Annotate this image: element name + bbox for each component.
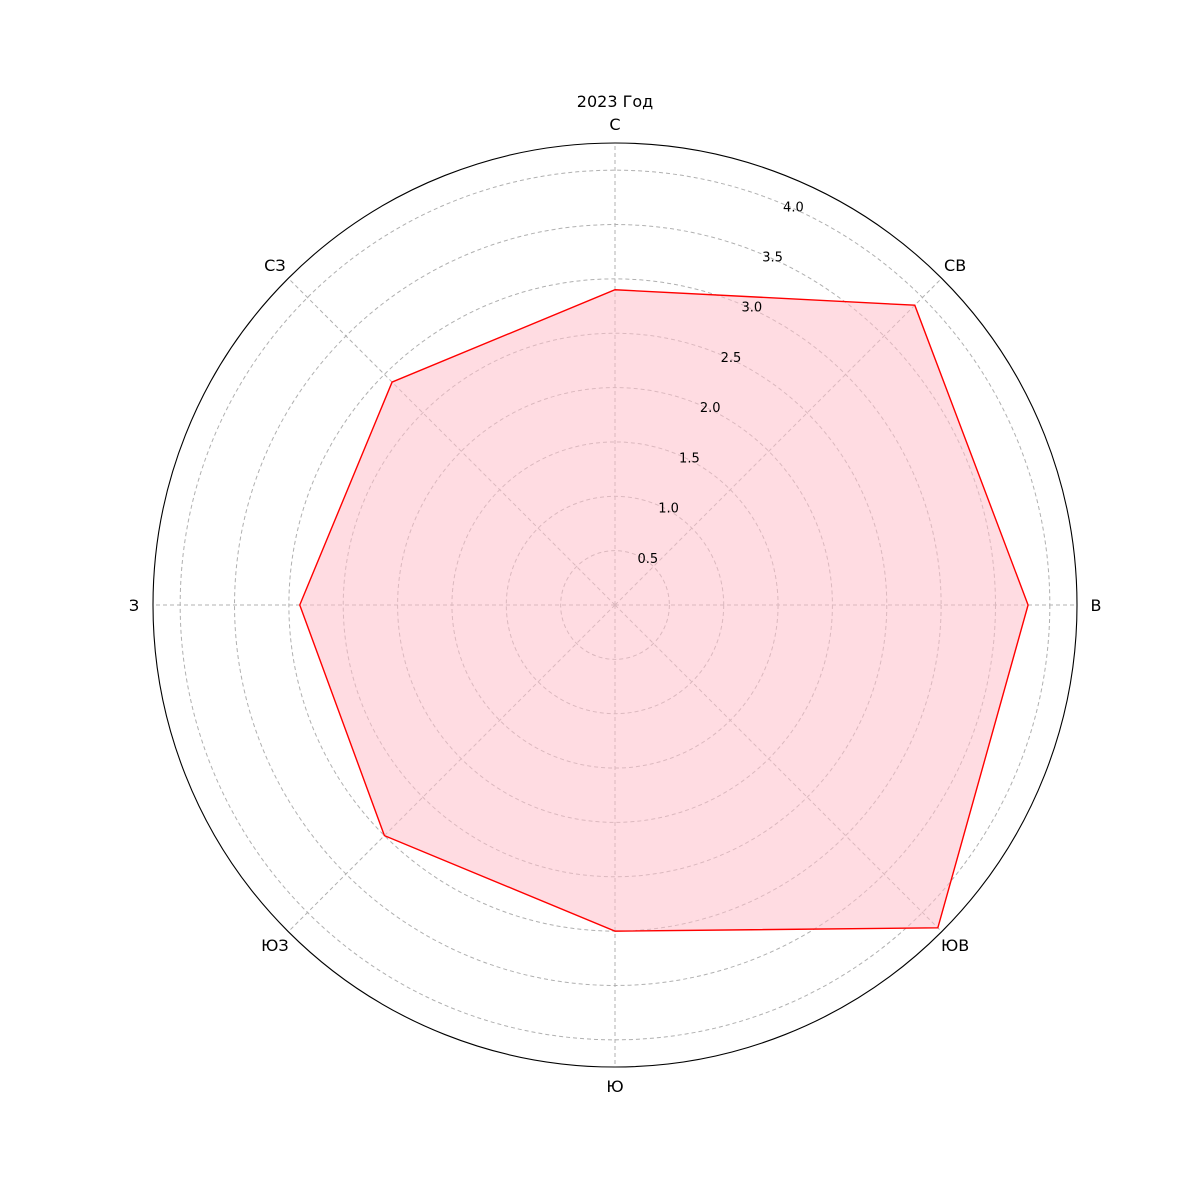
r-tick-label-2.5: 2.5 xyxy=(721,351,742,366)
theta-label-7: СЗ xyxy=(264,256,285,275)
series-fill-0 xyxy=(299,289,1029,932)
frame-layer xyxy=(152,142,1078,1068)
r-tick-label-0.5: 0.5 xyxy=(637,552,658,567)
r-tick-label-1.5: 1.5 xyxy=(679,451,700,466)
r-tick-label-1.0: 1.0 xyxy=(658,502,679,517)
theta-label-3: ЮВ xyxy=(941,936,969,955)
theta-label-1: СВ xyxy=(944,256,966,275)
label-layer: С СВ В ЮВ Ю ЮЗ З СЗ 0.5 1.0 1.5 2.0 2.5 3.0 3.5 4.0 xyxy=(129,115,1102,1096)
r-tick-label-4.0: 4.0 xyxy=(783,200,804,215)
theta-label-0: С xyxy=(609,115,620,134)
chart-title: 2023 Год xyxy=(577,92,653,111)
series-layer xyxy=(298,289,1029,932)
theta-label-5: ЮЗ xyxy=(261,936,289,955)
theta-label-6: З xyxy=(129,596,139,615)
r-tick-label-2.0: 2.0 xyxy=(700,401,721,416)
r-tick-label-3.0: 3.0 xyxy=(741,301,762,316)
polar-frame xyxy=(152,142,1078,1068)
theta-label-2: В xyxy=(1091,596,1102,615)
theta-label-4: Ю xyxy=(606,1077,623,1096)
r-tick-label-3.5: 3.5 xyxy=(762,251,783,266)
series-line-0 xyxy=(298,289,1029,932)
